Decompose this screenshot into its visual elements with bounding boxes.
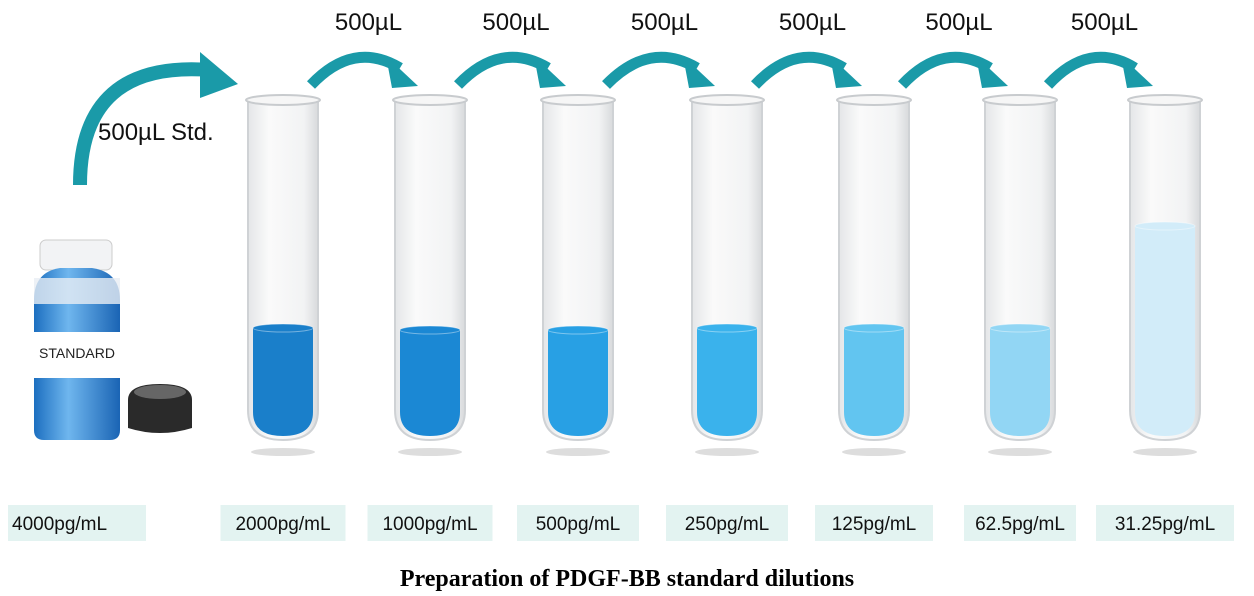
transfer-arrow <box>902 57 990 85</box>
caption: Preparation of PDGF-BB standard dilution… <box>400 566 854 592</box>
liquid <box>697 328 757 436</box>
tube-shadow <box>251 448 315 456</box>
transfer-volume: 500µL <box>925 9 992 36</box>
transfer-volume: 500µL <box>631 9 698 36</box>
tube-shadow <box>546 448 610 456</box>
transfer-volume: 500µL <box>1071 9 1138 36</box>
tube-shadow <box>398 448 462 456</box>
concentration: 2000pg/mL <box>235 514 330 535</box>
transfer-volume: 500µL <box>482 9 549 36</box>
tube-rim <box>393 95 467 105</box>
tube-rim <box>837 95 911 105</box>
tube-shadow <box>695 448 759 456</box>
liquid-surface <box>697 324 757 332</box>
liquid-surface <box>990 324 1050 332</box>
liquid <box>400 330 460 436</box>
arrow-head <box>200 52 238 98</box>
liquid-surface <box>844 324 904 332</box>
transfer-arrow <box>458 57 548 85</box>
concentration: 31.25pg/mL <box>1115 514 1215 535</box>
tube-shadow <box>1133 448 1197 456</box>
concentration: 500pg/mL <box>536 514 621 535</box>
liquid-surface <box>400 326 460 334</box>
liquid <box>548 330 608 436</box>
concentration: 125pg/mL <box>832 514 917 535</box>
transfer-arrow <box>1048 57 1135 85</box>
tube-rim <box>246 95 320 105</box>
liquid <box>844 328 904 436</box>
stock-transfer: 500µL Std. <box>98 119 214 146</box>
tube-shadow <box>842 448 906 456</box>
tube-rim <box>983 95 1057 105</box>
arrow-head <box>683 56 715 88</box>
tube-rim <box>541 95 615 105</box>
liquid <box>253 328 313 436</box>
transfer-volume: 500µL <box>779 9 846 36</box>
tube-shadow <box>988 448 1052 456</box>
concentration: 1000pg/mL <box>382 514 477 535</box>
transfer-arrow <box>755 57 844 85</box>
stock-bottle: STANDARD <box>34 240 192 440</box>
arrow-head <box>976 56 1008 88</box>
stock-label: STANDARD <box>39 345 115 361</box>
transfer-arrow <box>311 57 400 85</box>
arrow-head <box>830 56 862 88</box>
concentration: 62.5pg/mL <box>975 514 1065 535</box>
transfer-volume: 500µL <box>335 9 402 36</box>
liquid-surface <box>548 326 608 334</box>
concentration: 250pg/mL <box>685 514 770 535</box>
tube-rim <box>1128 95 1202 105</box>
liquid <box>990 328 1050 436</box>
tube-rim <box>690 95 764 105</box>
transfer-arrow <box>606 57 697 85</box>
arrow-head <box>534 56 566 88</box>
liquid-surface <box>253 324 313 332</box>
liquid-surface <box>1135 222 1195 230</box>
arrow-head <box>386 56 418 88</box>
arrow-head <box>1121 56 1153 88</box>
dilution-diagram: STANDARD 500µL Std. 4000pg/mL Preparatio… <box>0 0 1254 596</box>
liquid <box>1135 226 1195 436</box>
stock-concentration: 4000pg/mL <box>12 514 107 535</box>
